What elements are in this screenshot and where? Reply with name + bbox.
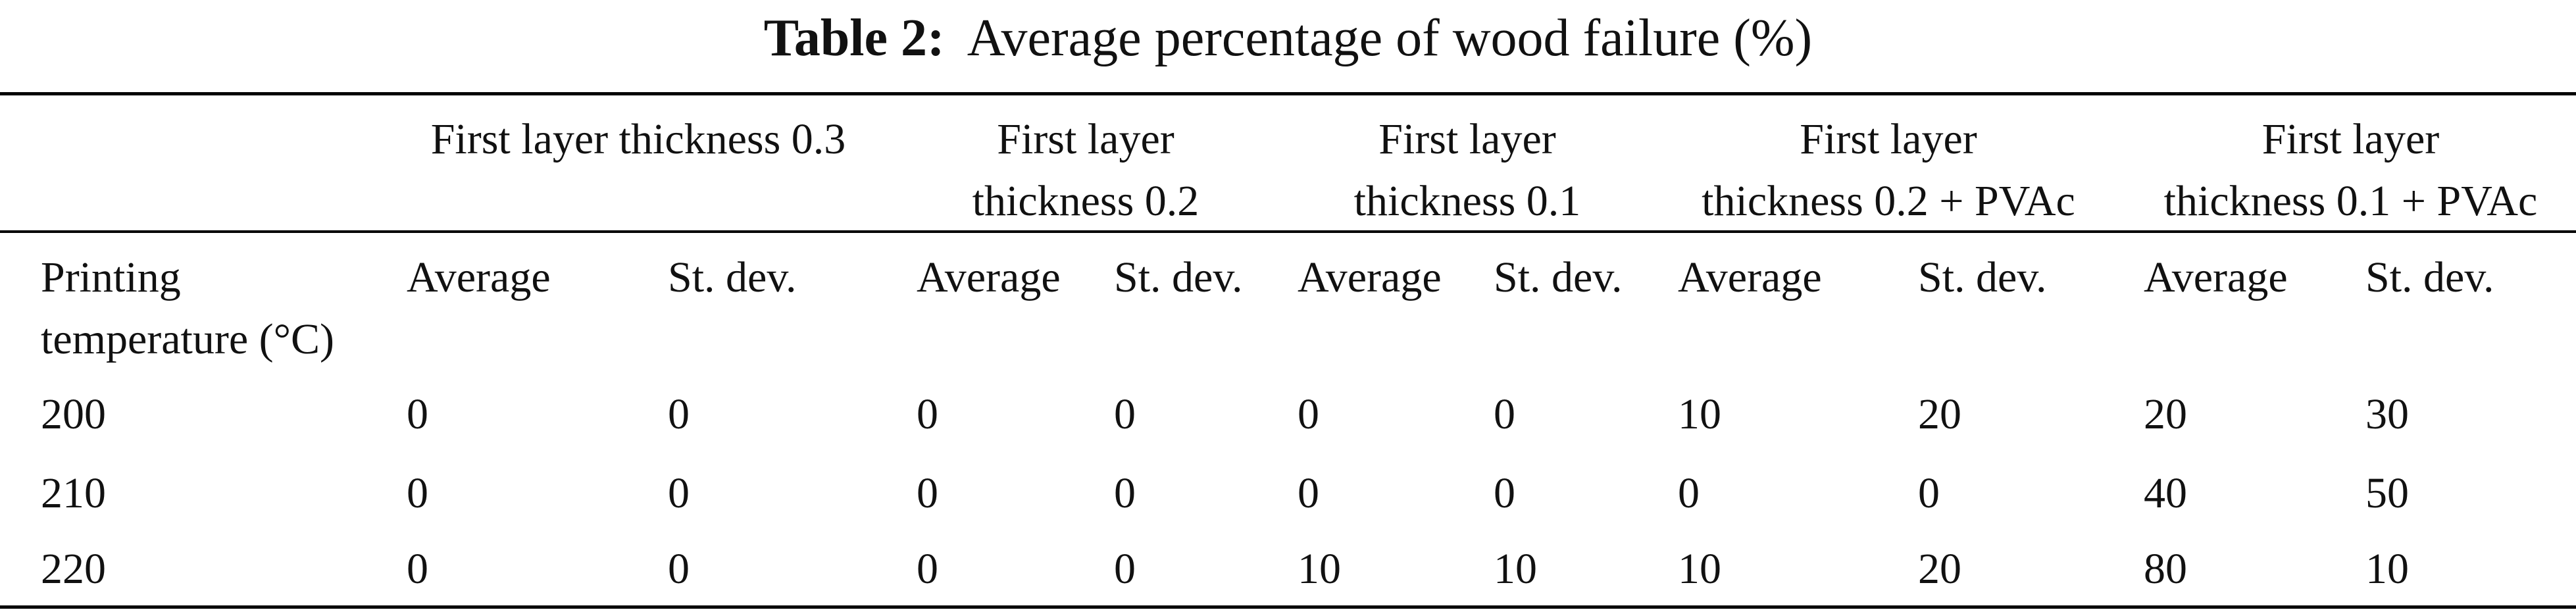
- table-cell: 10: [1298, 545, 1341, 593]
- table-cell: 30: [2365, 390, 2409, 438]
- table-cell: 80: [2144, 545, 2187, 593]
- subheader-average: Average: [1678, 253, 1822, 301]
- table-cell: 0: [1298, 390, 1319, 438]
- subheader-average: Average: [407, 253, 551, 301]
- table-header-rule: [0, 230, 2576, 233]
- row-header-line2: temperature (°C): [41, 315, 335, 363]
- table-cell: 0: [1494, 390, 1515, 438]
- group-header-line1: First layer: [2261, 115, 2440, 163]
- table-cell: 0: [1494, 469, 1515, 517]
- subheader-st-dev: St. dev.: [1918, 253, 2047, 301]
- table-bottom-rule: [0, 605, 2576, 609]
- subheader-average: Average: [1298, 253, 1442, 301]
- table-cell: 0: [917, 469, 938, 517]
- table-cell: 0: [917, 545, 938, 593]
- table-cell: 0: [1114, 390, 1136, 438]
- table-caption: Table 2: Average percentage of wood fail…: [0, 0, 2576, 76]
- subheader-st-dev: St. dev.: [668, 253, 797, 301]
- table-cell: 0: [668, 545, 690, 593]
- group-header-line2: thickness 0.1: [1353, 177, 1581, 225]
- subheader-st-dev: St. dev.: [1114, 253, 1243, 301]
- group-header-line2: thickness 0.2 + PVAc: [1702, 177, 2075, 225]
- table-cell: 20: [2144, 390, 2187, 438]
- row-temp: 210: [41, 469, 106, 517]
- group-header-line2: thickness 0.1 + PVAc: [2163, 177, 2538, 225]
- row-temp: 220: [41, 545, 106, 593]
- table-cell: 0: [407, 469, 428, 517]
- table-cell: 20: [1918, 545, 1961, 593]
- group-header-line1: First layer: [997, 115, 1174, 163]
- group-header-thickness-0-1: First layer thickness 0.1: [1283, 109, 1652, 232]
- table-cell: 0: [1678, 469, 1700, 517]
- group-header-thickness-0-3: First layer thickness 0.3: [382, 109, 895, 170]
- table-cell: 20: [1918, 390, 1961, 438]
- row-temp: 200: [41, 390, 106, 438]
- table-cell: 0: [668, 390, 690, 438]
- table-cell: 0: [917, 390, 938, 438]
- table-top-rule: [0, 92, 2576, 95]
- table-cell: 0: [407, 390, 428, 438]
- group-header-thickness-0-2-pvac: First layer thickness 0.2 + PVAc: [1652, 109, 2125, 232]
- table-cell: 10: [1678, 545, 1721, 593]
- table-cell: 10: [1494, 545, 1537, 593]
- group-header-line1: First layer: [1800, 115, 1977, 163]
- table-cell: 0: [1918, 469, 1940, 517]
- group-header-line2: thickness 0.2: [972, 177, 1200, 225]
- row-header-line1: Printing: [41, 253, 181, 301]
- table-cell: 10: [1678, 390, 1721, 438]
- subheader-st-dev: St. dev.: [2365, 253, 2494, 301]
- table-cell: 50: [2365, 469, 2409, 517]
- subheader-st-dev: St. dev.: [1494, 253, 1623, 301]
- row-header-printing-temperature: Printing temperature (°C): [41, 247, 334, 370]
- table-caption-label: Table 2:: [763, 9, 945, 67]
- group-header-thickness-0-1-pvac: First layer thickness 0.1 + PVAc: [2125, 109, 2576, 232]
- group-header-thickness-0-2: First layer thickness 0.2: [901, 109, 1270, 232]
- table-cell: 0: [668, 469, 690, 517]
- table-cell: 0: [407, 545, 428, 593]
- table-cell: 0: [1114, 469, 1136, 517]
- group-header-line1: First layer thickness 0.3: [430, 115, 846, 163]
- table-cell: 0: [1114, 545, 1136, 593]
- table-caption-text: Average percentage of wood failure (%): [967, 9, 1813, 67]
- subheader-average: Average: [2144, 253, 2288, 301]
- group-header-line1: First layer: [1378, 115, 1556, 163]
- subheader-average: Average: [917, 253, 1061, 301]
- table-cell: 40: [2144, 469, 2187, 517]
- table-cell: 10: [2365, 545, 2409, 593]
- table-cell: 0: [1298, 469, 1319, 517]
